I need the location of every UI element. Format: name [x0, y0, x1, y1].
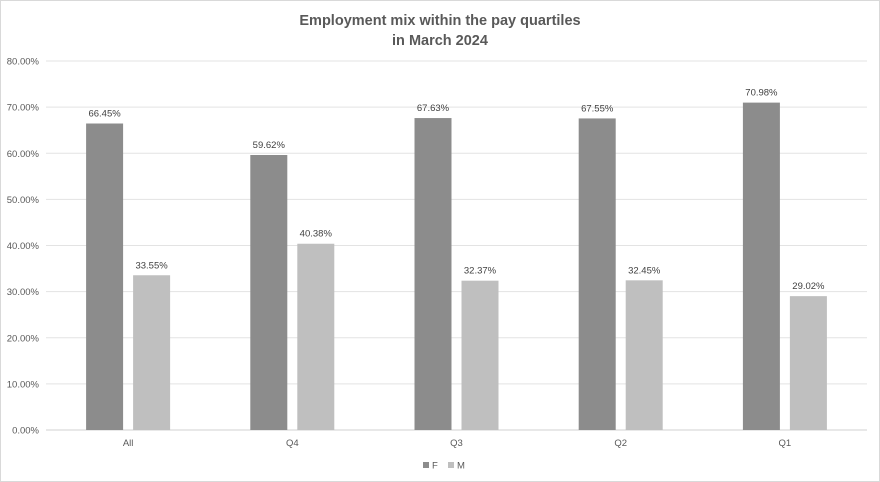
x-tick-label: Q3	[450, 438, 463, 449]
legend-swatch-f	[423, 462, 429, 468]
y-tick-label: 70.00%	[7, 103, 40, 114]
data-label: 67.63%	[417, 103, 450, 114]
y-tick-label: 10.00%	[7, 379, 40, 390]
data-label: 32.37%	[464, 266, 497, 277]
y-tick-label: 30.00%	[7, 287, 40, 298]
x-tick-label: Q1	[779, 438, 792, 449]
y-tick-label: 40.00%	[7, 241, 40, 252]
data-label: 32.45%	[628, 265, 661, 276]
bar-f-q4	[250, 155, 288, 430]
data-label: 70.98%	[745, 88, 778, 99]
chart-title: Employment mix within the pay quartiles …	[1, 11, 879, 51]
bar-m-q3	[461, 280, 499, 430]
x-tick-label: Q4	[286, 438, 299, 449]
y-tick-label: 80.00%	[7, 57, 40, 68]
legend-swatch-m	[448, 462, 454, 468]
x-tick-label: Q2	[614, 438, 627, 449]
bar-f-q2	[578, 118, 616, 430]
data-label: 29.02%	[792, 281, 825, 292]
bar-f-all	[86, 123, 124, 430]
x-tick-label: All	[123, 438, 134, 449]
bar-m-q1	[789, 296, 827, 430]
data-label: 59.62%	[253, 140, 286, 151]
data-label: 66.45%	[88, 108, 121, 119]
data-label: 67.55%	[581, 103, 614, 114]
bar-f-q1	[742, 102, 780, 431]
y-tick-label: 60.00%	[7, 149, 40, 160]
bar-m-all	[133, 275, 171, 430]
y-tick-label: 50.00%	[7, 195, 40, 206]
y-tick-label: 0.00%	[12, 426, 39, 437]
chart-title-line-1: Employment mix within the pay quartiles	[299, 13, 581, 29]
bar-m-q2	[625, 280, 663, 430]
bar-m-q4	[297, 243, 335, 430]
legend-label: F	[432, 461, 438, 472]
y-tick-label: 20.00%	[7, 333, 40, 344]
bar-f-q3	[414, 118, 452, 430]
legend-label: M	[457, 461, 465, 472]
data-label: 33.55%	[135, 260, 168, 271]
data-label: 40.38%	[300, 229, 333, 240]
chart-title-line-2: in March 2024	[392, 33, 488, 49]
